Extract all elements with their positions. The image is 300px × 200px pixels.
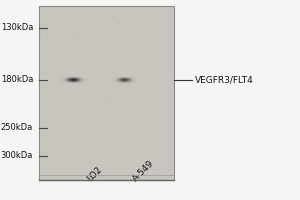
Ellipse shape (149, 24, 153, 25)
Text: A-549: A-549 (130, 158, 155, 183)
Ellipse shape (85, 78, 88, 80)
Ellipse shape (138, 166, 140, 167)
Text: 300kDa: 300kDa (1, 152, 33, 160)
Ellipse shape (165, 68, 168, 70)
Ellipse shape (163, 81, 166, 83)
Ellipse shape (119, 71, 121, 72)
Text: VEGFR3/FLT4: VEGFR3/FLT4 (195, 75, 254, 84)
Ellipse shape (74, 34, 79, 35)
Ellipse shape (127, 123, 130, 124)
Ellipse shape (70, 139, 72, 140)
Ellipse shape (112, 16, 115, 18)
Bar (39, 6, 174, 180)
Ellipse shape (136, 155, 139, 157)
Text: 250kDa: 250kDa (1, 123, 33, 132)
Ellipse shape (69, 145, 70, 146)
Ellipse shape (42, 72, 45, 74)
Text: 130kDa: 130kDa (1, 23, 33, 32)
Ellipse shape (107, 97, 110, 99)
Ellipse shape (123, 82, 126, 83)
Ellipse shape (160, 158, 163, 160)
Text: 180kDa: 180kDa (1, 75, 33, 84)
Ellipse shape (122, 31, 124, 32)
Ellipse shape (59, 44, 64, 45)
Ellipse shape (98, 18, 101, 20)
Text: LO2: LO2 (85, 164, 104, 183)
Ellipse shape (66, 26, 68, 28)
Ellipse shape (136, 80, 140, 81)
Ellipse shape (45, 34, 49, 36)
Ellipse shape (153, 169, 157, 170)
